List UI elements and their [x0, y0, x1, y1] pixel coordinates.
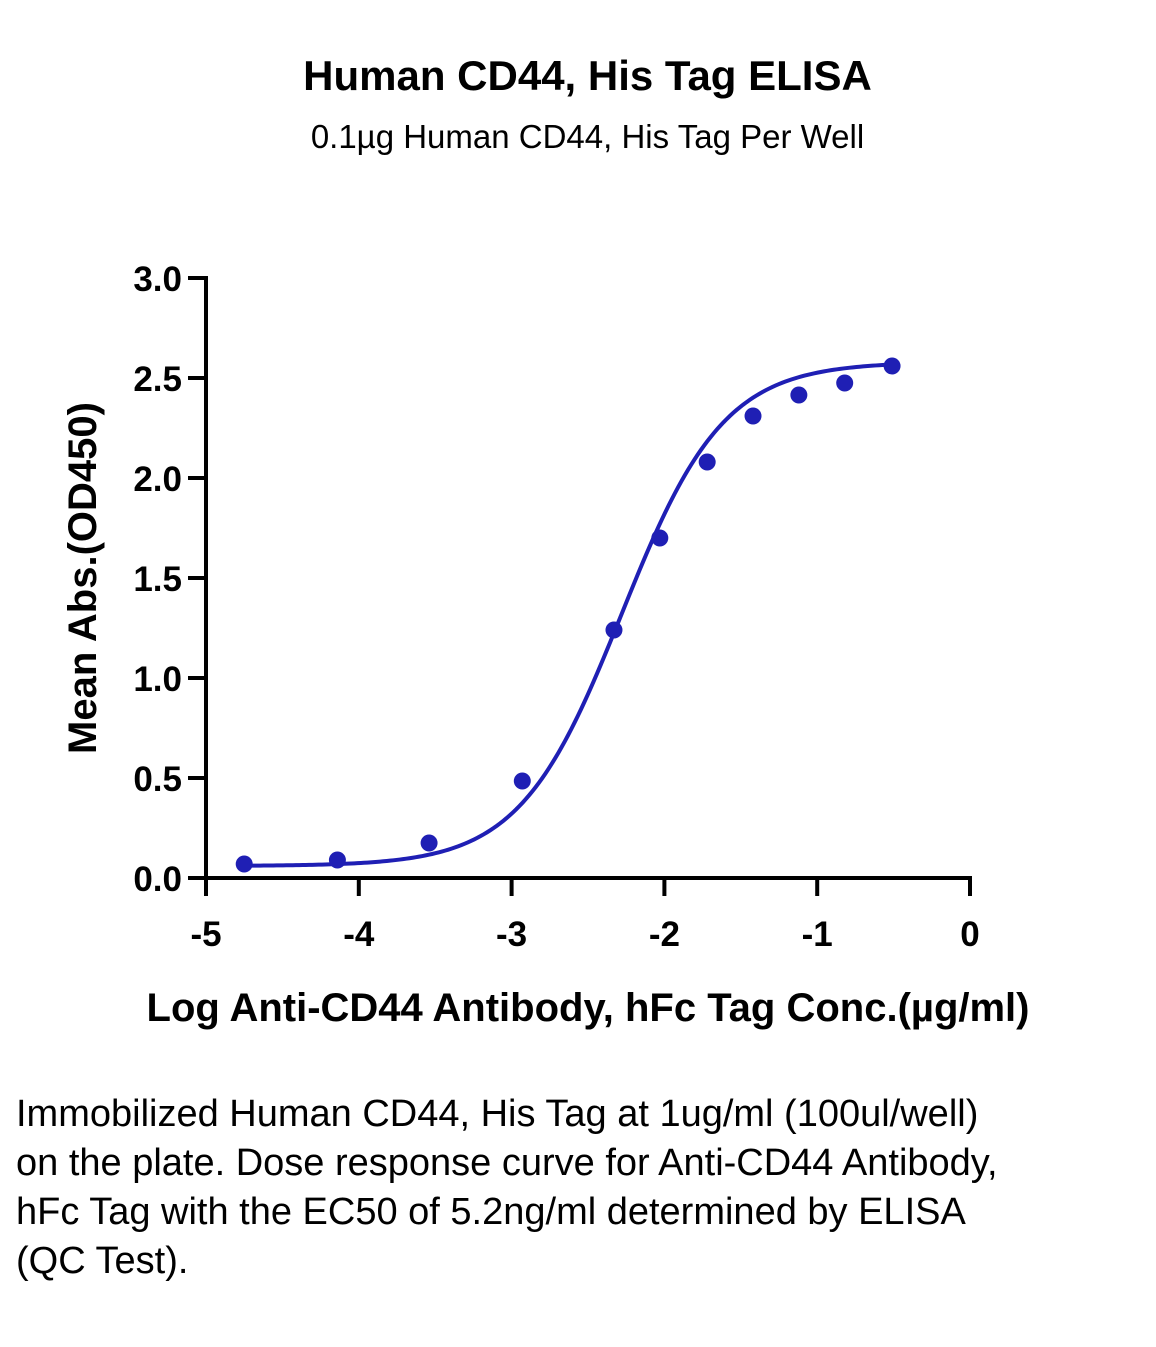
y-axis-label: Mean Abs.(OD450)	[61, 402, 105, 754]
x-tick-label: -1	[802, 915, 833, 954]
chart-title: Human CD44, His Tag ELISA	[303, 52, 872, 99]
data-point	[836, 374, 854, 392]
data-point	[744, 407, 762, 425]
chart-caption: Immobilized Human CD44, His Tag at 1ug/m…	[16, 1093, 998, 1282]
y-tick-label: 3.0	[133, 260, 182, 299]
x-tick-label: -5	[190, 915, 221, 954]
x-axis-label: Log Anti-CD44 Antibody, hFc Tag Conc.(µg…	[147, 986, 1030, 1030]
ticks: 0.0 0.5 1.0 1.5 2.0 2.5 3.0 -5 -4 -3 -2 -1 0	[133, 260, 979, 954]
x-tick-label: -2	[649, 915, 680, 954]
x-tick-label: -3	[496, 915, 527, 954]
y-tick-label: 2.5	[133, 360, 182, 399]
x-tick-label: -4	[343, 915, 375, 954]
y-tick-label: 0.0	[133, 860, 182, 899]
y-tick-label: 2.0	[133, 460, 182, 499]
x-tick-label: 0	[960, 915, 979, 954]
data-point	[513, 772, 531, 790]
y-tick-label: 1.5	[133, 560, 182, 599]
data-point	[651, 529, 669, 547]
fit-curve	[244, 362, 893, 868]
data-point	[790, 386, 808, 404]
chart-subtitle: 0.1µg Human CD44, His Tag Per Well	[310, 118, 865, 155]
data-point	[420, 834, 438, 852]
y-tick-label: 1.0	[133, 660, 182, 699]
y-tick-label: 0.5	[133, 760, 182, 799]
data-points	[235, 357, 901, 873]
fit-curve-group	[244, 362, 893, 868]
data-point	[883, 357, 901, 375]
data-point	[605, 621, 623, 639]
data-point	[328, 851, 346, 869]
elisa-chart: 0.0 0.5 1.0 1.5 2.0 2.5 3.0 -5 -4 -3 -2 -1 0 Log Ant…	[61, 260, 1030, 1030]
data-point	[698, 453, 716, 471]
data-point	[235, 855, 253, 873]
